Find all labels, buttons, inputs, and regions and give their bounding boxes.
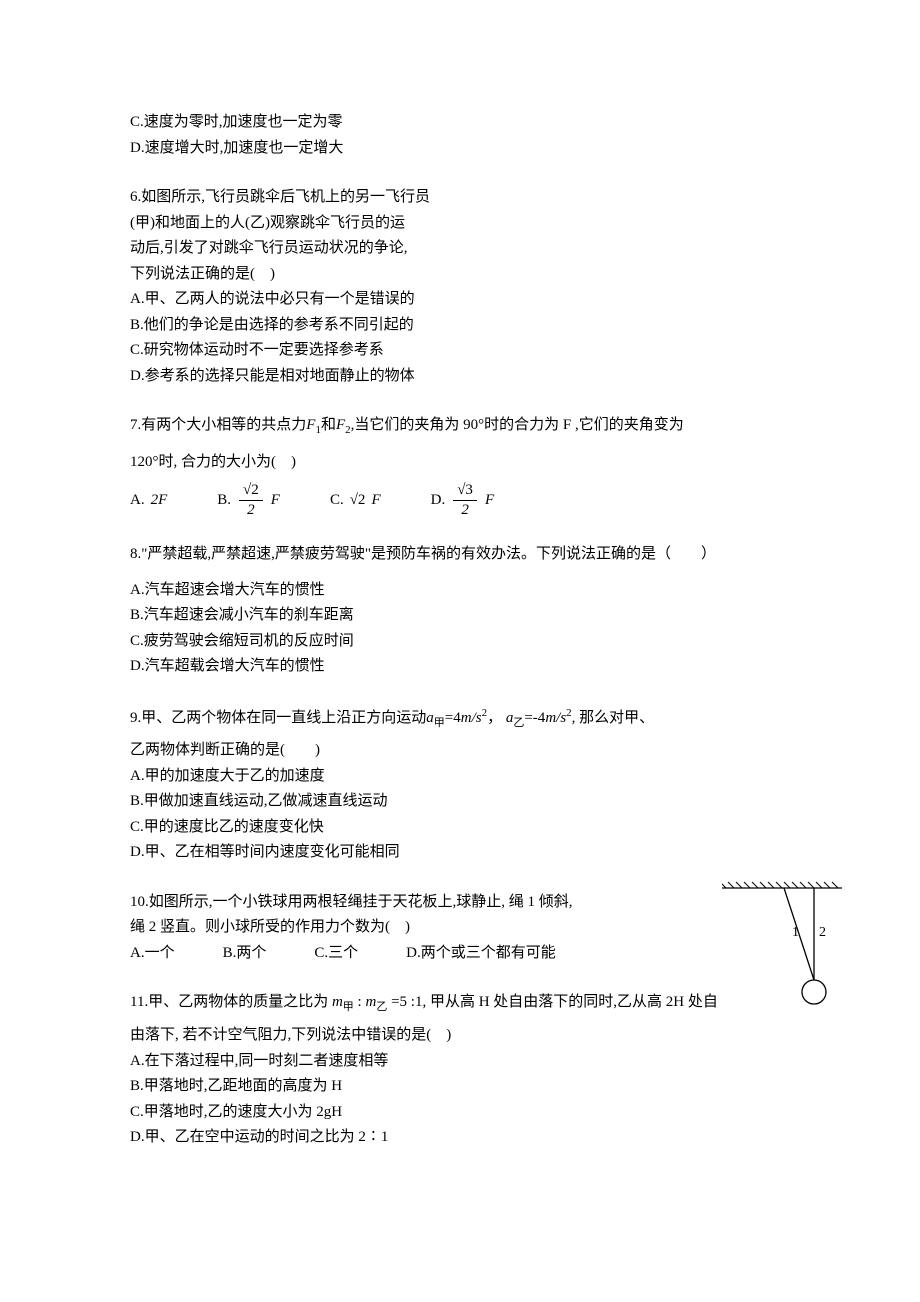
numerator: √2: [239, 483, 263, 501]
stem-line: 120°时, 合力的大小为( ): [130, 450, 790, 476]
option-d: D.汽车超载会增大汽车的惯性: [130, 654, 790, 680]
text: 7.有两个大小相等的共点力: [130, 417, 306, 433]
question-10: 10.如图所示,一个小铁球用两根轻绳挂于天花板上,球静止, 绳 1 倾斜, 绳 …: [130, 890, 790, 967]
numerator: √3: [453, 483, 477, 501]
eq: =4: [445, 710, 461, 726]
var-f: F: [371, 488, 380, 514]
option-b: B.汽车超速会减小汽车的刹车距离: [130, 603, 790, 629]
question-8: 8."严禁超载,严禁超速,严禁疲劳驾驶"是预防车祸的有效办法。下列说法正确的是（…: [130, 542, 790, 680]
option-c: C.三个: [314, 945, 358, 961]
colon: :: [354, 994, 366, 1010]
var-f: F: [485, 488, 494, 514]
text: 11.甲、乙两物体的质量之比为: [130, 994, 332, 1010]
stem-line: 由落下, 若不计空气阻力,下列说法中错误的是( ): [130, 1023, 790, 1049]
label: C.: [330, 488, 344, 514]
label: A.: [130, 488, 145, 514]
text: , 那么对甲、: [572, 710, 655, 726]
option-a: A.汽车超速会增大汽车的惯性: [130, 578, 790, 604]
option-d: D.甲、乙在空中运动的时间之比为 2∶1: [130, 1125, 790, 1151]
option-d: D.速度增大时,加速度也一定增大: [130, 136, 790, 162]
option-b: B.甲做加速直线运动,乙做减速直线运动: [130, 789, 790, 815]
options-row: A.一个 B.两个 C.三个 D.两个或三个都有可能: [130, 941, 790, 967]
stem-line: 乙两物体判断正确的是( ): [130, 738, 790, 764]
option-d: D. √3 2 F: [431, 483, 495, 518]
comma: ，: [487, 710, 502, 726]
question-7: 7.有两个大小相等的共点力F1和F2,当它们的夹角为 90°时的合力为 F ,它…: [130, 413, 790, 518]
var-m: m: [365, 994, 376, 1010]
pendulum-figure: 1 2: [722, 880, 842, 1020]
option-d: D.两个或三个都有可能: [406, 945, 556, 961]
sub-jia: 甲: [434, 717, 445, 729]
var-a: a: [426, 710, 434, 726]
sub-yi: 乙: [513, 717, 524, 729]
question-5-partial: C.速度为零时,加速度也一定为零 D.速度增大时,加速度也一定增大: [130, 110, 790, 161]
sqrt: √2: [350, 488, 366, 514]
var-f2: F: [336, 417, 345, 433]
stem-line: 8."严禁超载,严禁超速,严禁疲劳驾驶"是预防车祸的有效办法。下列说法正确的是（…: [130, 542, 790, 568]
question-6: 6.如图所示,飞行员跳伞后飞机上的另一飞行员 (甲)和地面上的人(乙)观察跳伞飞…: [130, 185, 790, 389]
stem-line: 11.甲、乙两物体的质量之比为 m甲 : m乙 =5 :1, 甲从高 H 处自由…: [130, 990, 790, 1017]
pendulum-svg: 1 2: [722, 880, 842, 1010]
option-d: D.参考系的选择只能是相对地面静止的物体: [130, 364, 790, 390]
fraction: √3 2: [453, 483, 477, 518]
label: B.: [217, 488, 231, 514]
option-c: C.甲的速度比乙的速度变化快: [130, 815, 790, 841]
text: =5 :1, 甲从高 H 处自由落下的同时,乙从高 2H 处自: [387, 994, 718, 1010]
var-f: F: [271, 488, 280, 514]
denominator: 2: [243, 501, 259, 518]
option-b: B. √2 2 F: [217, 483, 280, 518]
stem-line: 下列说法正确的是( ): [130, 262, 790, 288]
stem-line: 10.如图所示,一个小铁球用两根轻绳挂于天花板上,球静止, 绳 1 倾斜,: [130, 890, 790, 916]
stem-line: 9.甲、乙两个物体在同一直线上沿正方向运动a甲=4m/s2， a乙=-4m/s2…: [130, 704, 790, 733]
var-m: m: [332, 994, 343, 1010]
stem-line: 绳 2 竖直。则小球所受的作用力个数为( ): [130, 915, 790, 941]
label-2: 2: [819, 925, 826, 940]
eq: =-4: [524, 710, 545, 726]
sub-yi: 乙: [376, 1001, 387, 1013]
option-c: C.研究物体运动时不一定要选择参考系: [130, 338, 790, 364]
unit: m/s: [461, 710, 482, 726]
question-9: 9.甲、乙两个物体在同一直线上沿正方向运动a甲=4m/s2， a乙=-4m/s2…: [130, 704, 790, 866]
stem-line: 动后,引发了对跳伞飞行员运动状况的争论,: [130, 236, 790, 262]
text: ,当它们的夹角为 90°时的合力为 F ,它们的夹角变为: [351, 417, 684, 433]
stem-line: 6.如图所示,飞行员跳伞后飞机上的另一飞行员: [130, 185, 790, 211]
option-b: B.甲落地时,乙距地面的高度为 H: [130, 1074, 790, 1100]
options-row: A. 2F B. √2 2 F C. √2F D. √3 2 F: [130, 483, 790, 518]
option-c: C.甲落地时,乙的速度大小为 2gH: [130, 1100, 790, 1126]
text: 9.甲、乙两个物体在同一直线上沿正方向运动: [130, 710, 426, 726]
stem-line: 7.有两个大小相等的共点力F1和F2,当它们的夹角为 90°时的合力为 F ,它…: [130, 413, 790, 440]
option-b: B.两个: [223, 945, 267, 961]
option-a: A.甲的加速度大于乙的加速度: [130, 764, 790, 790]
option-a: A.一个: [130, 945, 175, 961]
stem-line: (甲)和地面上的人(乙)观察跳伞飞行员的运: [130, 211, 790, 237]
unit: m/s: [545, 710, 566, 726]
option-b: B.他们的争论是由选择的参考系不同引起的: [130, 313, 790, 339]
option-c: C.疲劳驾驶会缩短司机的反应时间: [130, 629, 790, 655]
text: 和: [321, 417, 336, 433]
denominator: 2: [457, 501, 473, 518]
fraction: √2 2: [239, 483, 263, 518]
option-a: A.在下落过程中,同一时刻二者速度相等: [130, 1049, 790, 1075]
option-d: D.甲、乙在相等时间内速度变化可能相同: [130, 840, 790, 866]
value: 2F: [151, 488, 168, 514]
option-a: A. 2F: [130, 488, 167, 514]
label-1: 1: [792, 925, 799, 940]
option-a: A.甲、乙两人的说法中必只有一个是错误的: [130, 287, 790, 313]
option-c: C.速度为零时,加速度也一定为零: [130, 110, 790, 136]
option-c: C. √2F: [330, 488, 381, 514]
label: D.: [431, 488, 446, 514]
sub-jia: 甲: [343, 1001, 354, 1013]
question-11: 11.甲、乙两物体的质量之比为 m甲 : m乙 =5 :1, 甲从高 H 处自由…: [130, 990, 790, 1150]
